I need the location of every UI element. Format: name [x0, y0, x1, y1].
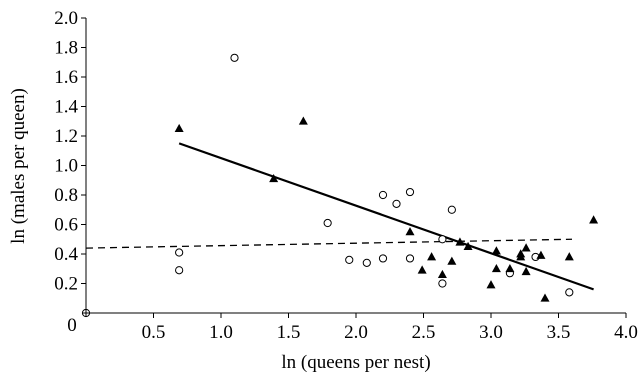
open-circle-point — [175, 266, 184, 275]
open-circle-point — [392, 199, 401, 208]
open-circle-point — [175, 248, 184, 257]
y-tick-label: 2.0 — [54, 8, 78, 29]
open-circle-point — [405, 187, 415, 197]
x-tick-label: 3.5 — [547, 322, 571, 343]
y-tick-label: 1.8 — [54, 38, 78, 59]
open-circle-point — [230, 53, 239, 62]
filled-triangle-point — [486, 280, 496, 289]
x-tick-label: 2.0 — [344, 322, 368, 343]
open-circle-point — [405, 254, 415, 263]
filled-triangle-point — [521, 243, 531, 252]
x-tick-label: 0.5 — [142, 322, 166, 343]
open-circle-point — [438, 279, 447, 288]
filled-triangle-point — [174, 123, 184, 133]
y-ticks: 0.2 0.4 0.6 0.8 1.0 1.2 1.4 1.6 1.8 2.0 — [54, 8, 86, 295]
filled-triangle-point — [427, 252, 437, 261]
y-tick-label: 1.2 — [54, 126, 78, 147]
filled-triangle-point — [564, 252, 574, 261]
filled-triangle-point — [540, 293, 550, 302]
x-tick-label: 1.0 — [209, 322, 233, 343]
open-circle-point — [362, 258, 371, 267]
y-tick-label: 0.4 — [54, 244, 78, 265]
x-ticks: 0 0.5 1.0 1.5 2.0 2.5 3.0 3.5 4.0 — [67, 313, 638, 343]
open-circle-point — [345, 255, 354, 264]
filled-triangle-point — [491, 246, 501, 255]
filled-triangle-point — [269, 173, 279, 183]
y-tick-label: 0.6 — [54, 215, 78, 236]
y-tick-label: 0.2 — [54, 274, 78, 295]
data-markers — [81, 53, 599, 318]
y-tick-label: 1.0 — [54, 156, 78, 177]
y-tick-label: 1.6 — [54, 67, 78, 88]
x-tick-label: 4.0 — [614, 322, 638, 343]
x-tick-label: 3.0 — [479, 322, 503, 343]
x-tick-label: 1.5 — [277, 322, 301, 343]
open-circle-point — [378, 190, 388, 200]
filled-triangle-point — [516, 249, 526, 258]
open-circle-point — [565, 288, 574, 297]
open-circle-point — [438, 235, 447, 244]
filled-triangle-point — [491, 263, 501, 273]
filled-triangle-point — [405, 227, 415, 236]
regression-line-solid — [178, 142, 594, 291]
y-tick-label: 0.8 — [54, 185, 78, 206]
open-circle-point — [447, 205, 456, 214]
fit-lines — [85, 142, 594, 291]
filled-triangle-point — [589, 215, 599, 224]
filled-triangle-point — [417, 265, 427, 274]
filled-triangle-point — [536, 250, 546, 259]
y-tick-label: 1.4 — [54, 97, 78, 118]
x-axis-title: ln (queens per nest) — [281, 352, 430, 373]
filled-triangle-point — [437, 269, 447, 279]
x-tick-label: 0 — [67, 315, 77, 336]
filled-triangle-point — [463, 241, 473, 251]
open-circle-point — [323, 218, 332, 228]
x-tick-label: 2.5 — [412, 322, 436, 343]
y-axis-title: ln (males per queen) — [8, 88, 29, 244]
filled-triangle-point — [298, 116, 308, 125]
plot-area: 0 0.5 1.0 1.5 2.0 2.5 3.0 3.5 4.0 0.2 0.4 0.6 0.8 1.… — [54, 8, 638, 343]
regression-line-dashed — [85, 238, 573, 249]
filled-triangle-point — [521, 266, 531, 276]
filled-triangle-point — [455, 237, 465, 246]
filled-triangle-point — [447, 256, 457, 265]
filled-triangle-point — [505, 263, 515, 273]
open-circle-point — [378, 254, 388, 263]
